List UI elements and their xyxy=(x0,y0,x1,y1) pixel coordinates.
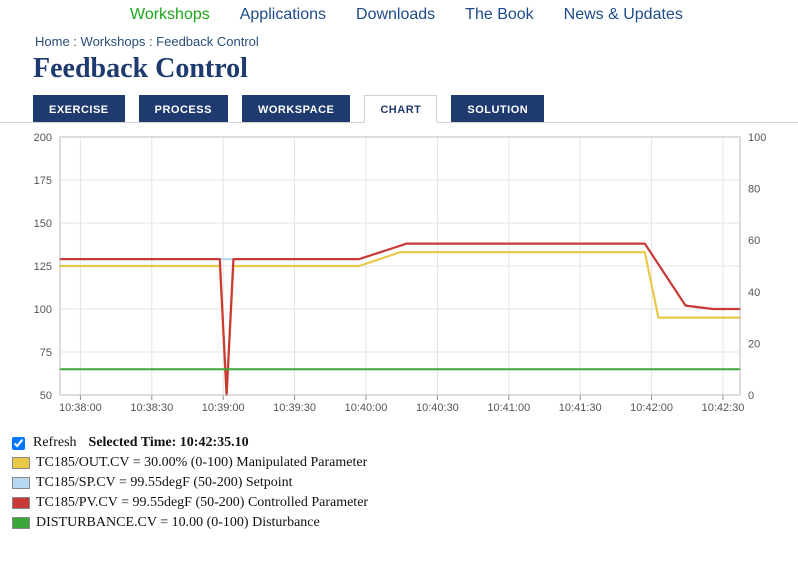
svg-text:0: 0 xyxy=(748,390,754,402)
legend-swatch xyxy=(12,477,30,489)
selected-time-label: Selected Time: 10:42:35.10 xyxy=(89,435,249,451)
legend-swatch xyxy=(12,497,30,509)
legend-item: TC185/OUT.CV = 30.00% (0-100) Manipulate… xyxy=(12,453,798,473)
breadcrumb: Home : Workshops : Feedback Control xyxy=(0,30,798,51)
svg-text:150: 150 xyxy=(34,218,52,230)
svg-text:200: 200 xyxy=(34,132,52,144)
legend-text: TC185/PV.CV = 99.55degF (50-200) Control… xyxy=(36,495,368,511)
breadcrumb-sep: : xyxy=(145,34,156,49)
svg-text:40: 40 xyxy=(748,287,760,299)
nav-downloads[interactable]: Downloads xyxy=(356,6,435,24)
page-title: Feedback Control xyxy=(0,51,798,95)
svg-text:100: 100 xyxy=(34,304,52,316)
legend-item: TC185/PV.CV = 99.55degF (50-200) Control… xyxy=(12,493,798,513)
tab-bar: EXERCISE PROCESS WORKSPACE CHART SOLUTIO… xyxy=(0,95,798,123)
tab-chart[interactable]: CHART xyxy=(364,95,437,123)
tab-workspace[interactable]: WORKSPACE xyxy=(242,95,350,122)
svg-text:10:38:00: 10:38:00 xyxy=(59,402,102,414)
chart-area: 50 75 100 125 150 175 200 0 20 40 60 80 100 10:38:00 1… xyxy=(0,129,798,429)
nav-workshops[interactable]: Workshops xyxy=(130,6,210,24)
tab-solution[interactable]: SOLUTION xyxy=(451,95,544,122)
svg-text:125: 125 xyxy=(34,261,52,273)
legend-item: DISTURBANCE.CV = 10.00 (0-100) Disturban… xyxy=(12,513,798,533)
legend-item: TC185/SP.CV = 99.55degF (50-200) Setpoin… xyxy=(12,473,798,493)
nav-applications[interactable]: Applications xyxy=(240,6,326,24)
top-nav: Workshops Applications Downloads The Boo… xyxy=(0,0,798,30)
tab-exercise[interactable]: EXERCISE xyxy=(33,95,125,122)
svg-text:75: 75 xyxy=(40,347,52,359)
legend-swatch xyxy=(12,517,30,529)
refresh-label[interactable]: Refresh xyxy=(33,435,77,451)
svg-text:10:41:30: 10:41:30 xyxy=(559,402,602,414)
svg-text:80: 80 xyxy=(748,184,760,196)
breadcrumb-home[interactable]: Home xyxy=(35,34,70,49)
legend-text: DISTURBANCE.CV = 10.00 (0-100) Disturban… xyxy=(36,515,320,531)
legend-text: TC185/SP.CV = 99.55degF (50-200) Setpoin… xyxy=(36,475,293,491)
legend-text: TC185/OUT.CV = 30.00% (0-100) Manipulate… xyxy=(36,455,367,471)
svg-text:10:42:30: 10:42:30 xyxy=(702,402,745,414)
time-series-chart: 50 75 100 125 150 175 200 0 20 40 60 80 100 10:38:00 1… xyxy=(10,129,788,429)
svg-text:100: 100 xyxy=(748,132,766,144)
svg-text:10:39:00: 10:39:00 xyxy=(202,402,245,414)
svg-text:10:42:00: 10:42:00 xyxy=(630,402,673,414)
legend-items: TC185/OUT.CV = 30.00% (0-100) Manipulate… xyxy=(12,453,798,533)
breadcrumb-current: Feedback Control xyxy=(156,34,259,49)
svg-text:10:41:00: 10:41:00 xyxy=(487,402,530,414)
refresh-checkbox[interactable] xyxy=(12,437,25,450)
svg-text:10:39:30: 10:39:30 xyxy=(273,402,316,414)
svg-text:50: 50 xyxy=(40,390,52,402)
nav-the-book[interactable]: The Book xyxy=(465,6,533,24)
svg-text:60: 60 xyxy=(748,235,760,247)
legend-swatch xyxy=(12,457,30,469)
svg-text:10:40:00: 10:40:00 xyxy=(345,402,388,414)
breadcrumb-sep: : xyxy=(70,34,81,49)
legend-block: Refresh Selected Time: 10:42:35.10 TC185… xyxy=(0,429,798,533)
nav-news-updates[interactable]: News & Updates xyxy=(564,6,683,24)
breadcrumb-workshops[interactable]: Workshops xyxy=(81,34,146,49)
svg-text:10:38:30: 10:38:30 xyxy=(130,402,173,414)
svg-text:175: 175 xyxy=(34,175,52,187)
svg-text:10:40:30: 10:40:30 xyxy=(416,402,459,414)
svg-text:20: 20 xyxy=(748,338,760,350)
tab-process[interactable]: PROCESS xyxy=(139,95,228,122)
